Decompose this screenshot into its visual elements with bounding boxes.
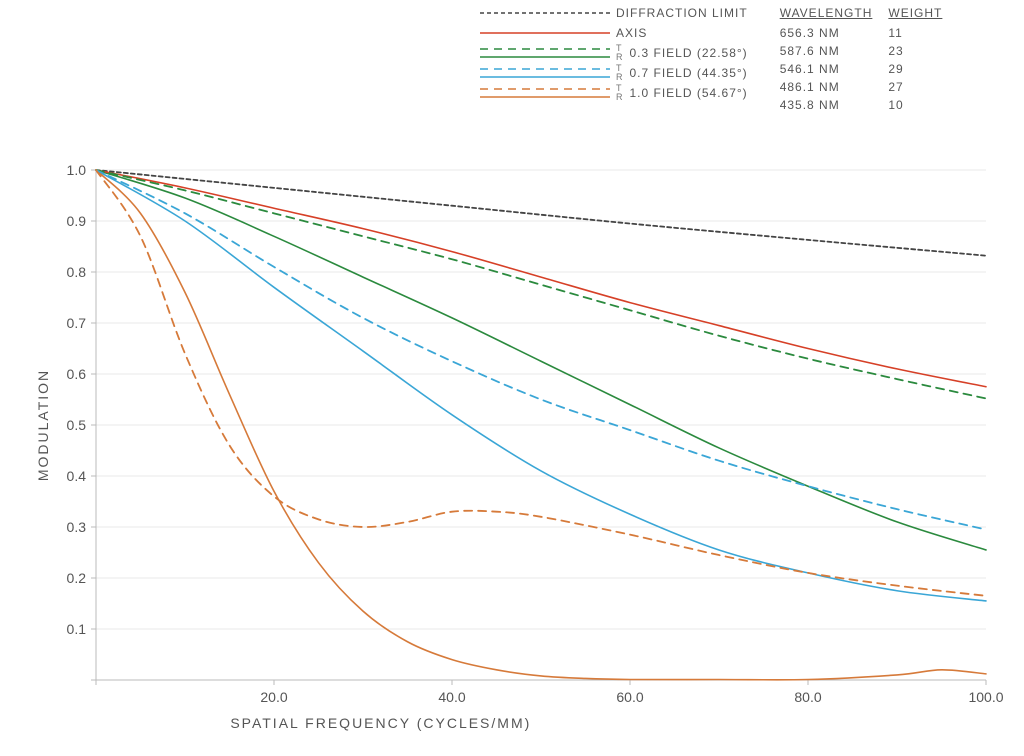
svg-text:MODULATION: MODULATION (35, 369, 51, 481)
table-cell: 546.1 NM (780, 62, 887, 78)
svg-text:0.4: 0.4 (67, 468, 87, 484)
svg-text:0.2: 0.2 (67, 570, 87, 586)
svg-text:0.5: 0.5 (67, 417, 87, 433)
table-cell: 23 (888, 44, 956, 60)
legend-swatch (480, 24, 610, 42)
table-cell: 27 (888, 80, 956, 96)
svg-text:60.0: 60.0 (616, 689, 643, 705)
table-cell: 656.3 NM (780, 26, 887, 42)
legend-swatch (480, 64, 610, 82)
svg-text:1.0: 1.0 (67, 162, 87, 178)
legend-tr: TR (616, 64, 624, 82)
legend-swatch (480, 84, 610, 102)
mtf-chart: 0.1 0.2 0.3 0.4 0.5 0.6 0.7 0.8 0.9 1.0 20.0 40.0 60… (24, 160, 1004, 740)
svg-text:80.0: 80.0 (794, 689, 821, 705)
legend-item: TR 0.3 FIELD (22.58°) (480, 44, 748, 62)
legend-item: TR 0.7 FIELD (44.35°) (480, 64, 748, 82)
legend-swatch (480, 44, 610, 62)
legend-label: 0.7 FIELD (44.35°) (630, 66, 748, 80)
svg-text:0.6: 0.6 (67, 366, 87, 382)
svg-text:0.7: 0.7 (67, 315, 87, 331)
table-cell: 10 (888, 98, 956, 114)
table-cell: 29 (888, 62, 956, 78)
legend-label: DIFFRACTION LIMIT (616, 6, 748, 20)
table-row: 587.6 NM23 (780, 44, 957, 60)
svg-text:100.0: 100.0 (968, 689, 1003, 705)
legend-label: AXIS (616, 26, 647, 40)
svg-text:40.0: 40.0 (438, 689, 465, 705)
weight-header: WEIGHT (888, 6, 956, 24)
table-row: 656.3 NM11 (780, 26, 957, 42)
table-cell: 435.8 NM (780, 98, 887, 114)
legend-item: DIFFRACTION LIMIT (480, 4, 748, 22)
svg-text:20.0: 20.0 (260, 689, 287, 705)
legend-swatch (480, 4, 610, 22)
chart-svg: 0.1 0.2 0.3 0.4 0.5 0.6 0.7 0.8 0.9 1.0 20.0 40.0 60… (24, 160, 1004, 740)
legend-item: AXIS (480, 24, 748, 42)
wavelength-table: WAVELENGTH WEIGHT 656.3 NM11587.6 NM2354… (778, 4, 959, 116)
legend-item: TR 1.0 FIELD (54.67°) (480, 84, 748, 102)
legend-label: 0.3 FIELD (22.58°) (630, 46, 748, 60)
table-row: 486.1 NM27 (780, 80, 957, 96)
legend-area: DIFFRACTION LIMIT AXIS TR 0.3 FIELD (22.58°… (480, 4, 958, 116)
page: DIFFRACTION LIMIT AXIS TR 0.3 FIELD (22.58°… (0, 0, 1024, 756)
svg-text:0.3: 0.3 (67, 519, 87, 535)
svg-text:0.8: 0.8 (67, 264, 87, 280)
table-row: 435.8 NM10 (780, 98, 957, 114)
table-row: 546.1 NM29 (780, 62, 957, 78)
legend-tr: TR (616, 44, 624, 62)
svg-text:0.9: 0.9 (67, 213, 87, 229)
legend-label: 1.0 FIELD (54.67°) (630, 86, 748, 100)
legend: DIFFRACTION LIMIT AXIS TR 0.3 FIELD (22.58°… (480, 4, 748, 116)
svg-text:SPATIAL FREQUENCY (CYCLES/MM): SPATIAL FREQUENCY (CYCLES/MM) (230, 715, 531, 731)
table-cell: 587.6 NM (780, 44, 887, 60)
legend-tr: TR (616, 84, 624, 102)
svg-text:0.1: 0.1 (67, 621, 87, 637)
wavelength-header: WAVELENGTH (780, 6, 887, 24)
table-cell: 11 (888, 26, 956, 42)
table-cell: 486.1 NM (780, 80, 887, 96)
